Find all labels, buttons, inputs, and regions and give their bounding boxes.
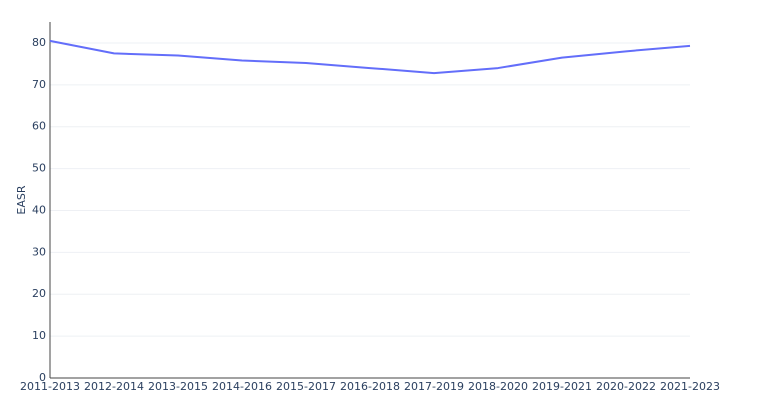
x-tick-label: 2015-2017 — [276, 380, 336, 393]
x-tick-label: 2021-2023 — [660, 380, 720, 393]
x-tick-label: 2012-2014 — [84, 380, 144, 393]
x-tick-label: 2020-2022 — [596, 380, 656, 393]
y-tick-label: 50 — [32, 162, 46, 175]
y-axis-label: EASR — [15, 185, 28, 214]
y-tick-label: 70 — [32, 78, 46, 91]
y-tick-label: 40 — [32, 203, 46, 216]
x-tick-label: 2019-2021 — [532, 380, 592, 393]
y-tick-label: 10 — [32, 329, 46, 342]
y-tick-label: 0 — [39, 371, 46, 384]
x-tick-label: 2011-2013 — [20, 380, 80, 393]
y-tick-label: 30 — [32, 245, 46, 258]
x-tick-label: 2014-2016 — [212, 380, 272, 393]
x-tick-label: 2018-2020 — [468, 380, 528, 393]
y-tick-label: 80 — [32, 36, 46, 49]
x-tick-label: 2017-2019 — [404, 380, 464, 393]
y-tick-label: 60 — [32, 120, 46, 133]
y-tick-label: 20 — [32, 287, 46, 300]
x-tick-label: 2016-2018 — [340, 380, 400, 393]
x-tick-label: 2013-2015 — [148, 380, 208, 393]
data-line — [49, 39, 691, 75]
